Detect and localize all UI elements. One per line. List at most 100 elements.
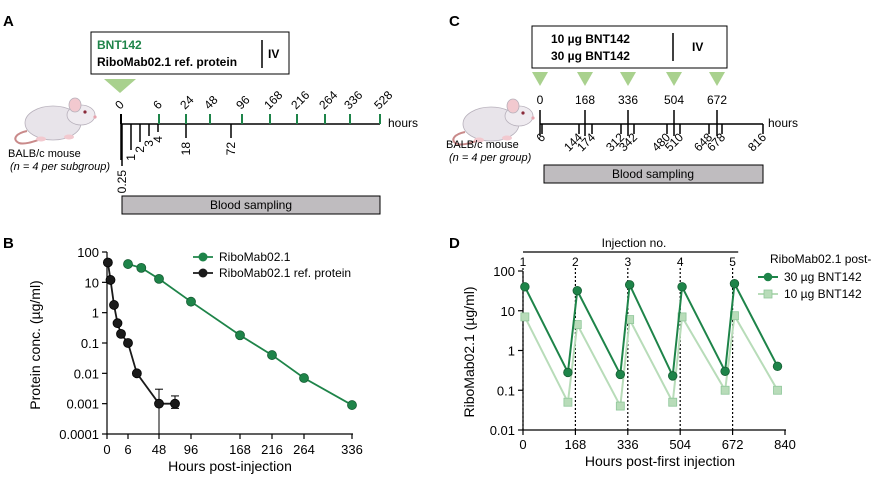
- chart-d-x-axis-label: Hours post-first injection: [585, 453, 735, 469]
- panel-a-top-tick-label-216: 216: [288, 88, 312, 112]
- chart-d-legend-title: RiboMab02.1 post-: [770, 252, 871, 266]
- chart-d-point-0-4: [624, 280, 635, 290]
- panel-c-blood-sampling-text: Blood sampling: [612, 167, 694, 181]
- chart-d-y-tick-label-2: 1: [508, 344, 515, 359]
- chart-b-legend-marker-0: [198, 252, 208, 262]
- chart-b-point-0-2: [154, 273, 164, 284]
- chart-b-y-axis-label: Protein conc. (µg/ml): [27, 280, 43, 409]
- chart-b-legend-label-0: RiboMab02.1: [219, 250, 291, 264]
- chart-b-point-1-5: [123, 338, 133, 348]
- panel-a-top-tick-label-0: 0: [112, 97, 127, 112]
- panel-a-bottom-tick-label-18: 18: [179, 142, 193, 156]
- chart-b-point-0-1: [136, 262, 147, 273]
- chart-d-legend-label-0: 30 µg BNT142: [784, 270, 862, 284]
- panel-c-bottom-tick-label-6: 6: [533, 130, 548, 145]
- chart-b-point-1-3: [112, 318, 123, 329]
- chart-d-y-tick-label-3: 0.1: [497, 383, 515, 398]
- chart-d-point-0-9: [772, 361, 783, 372]
- chart-b-point-0-5: [267, 350, 277, 360]
- panel-a-bottom-tick-label-1: 1: [124, 154, 138, 161]
- chart-b-y-tick-label-3: 0.1: [81, 336, 99, 351]
- panel-a-bottom-tick-label-72: 72: [224, 142, 238, 156]
- panel-a-top-tick-label-168: 168: [261, 88, 285, 112]
- chart-b-x-tick-label-0: 0: [103, 442, 110, 457]
- panel-a: A BNT142 RiboMab02.1 ref. protein IV BAL…: [3, 13, 418, 215]
- chart-d-injection-label-5: 5: [729, 255, 736, 269]
- panel-a-blood-sampling-bar: [121, 195, 381, 215]
- chart-d-injection-label-4: 4: [677, 255, 684, 269]
- panel-c-mouse-label: BALB/c mouse: [446, 139, 519, 151]
- chart-d-point-0-5: [668, 371, 678, 381]
- chart-b-point-0-0: [123, 259, 133, 269]
- panel-a-top-tick-label-336: 336: [341, 88, 365, 112]
- chart-b-x-axis-label: Hours post-injection: [168, 458, 292, 474]
- panel-a-top-tick-label-96: 96: [233, 93, 253, 113]
- chart-d-injection-label-1: 1: [520, 255, 527, 269]
- panel-a-label: A: [3, 13, 14, 30]
- panel-a-blood-sampling-text: Blood sampling: [210, 198, 292, 212]
- panel-c-legend-box: [531, 25, 728, 69]
- chart-d-point-1-5: [668, 397, 678, 407]
- panel-c-injection-triangle-2: [577, 72, 593, 86]
- panel-a-injection-triangle: [104, 79, 136, 93]
- chart-b-x-tick-label-6: 264: [293, 442, 315, 457]
- panel-b-label: B: [3, 235, 14, 252]
- chart-d-point-1-3: [615, 401, 625, 411]
- chart-d-point-1-9: [773, 385, 782, 395]
- chart-d-point-0-3: [615, 369, 626, 380]
- chart-b-point-1-6: [131, 368, 142, 379]
- chart-b-point-1-0: [102, 257, 113, 268]
- chart-d-point-0-0: [520, 282, 530, 292]
- chart-b-legend-label-1: RiboMab02.1 ref. protein: [219, 266, 351, 280]
- panel-c-blood-sampling-bar: [543, 164, 764, 184]
- chart-d-legend-marker-1: [763, 289, 773, 299]
- chart-d-point-1-7: [720, 385, 730, 395]
- chart-d-legend-label-1: 10 µg BNT142: [784, 287, 862, 301]
- panel-c-mouse-sub: (n = 4 per group): [449, 152, 532, 164]
- chart-b-x-tick-label-4: 168: [229, 442, 251, 457]
- panel-a-bottom-tick-label-3: 3: [142, 140, 156, 147]
- chart-b-y-tick-label-6: 0.0001: [59, 427, 99, 442]
- chart-b-x-tick-label-5: 216: [261, 442, 283, 457]
- panel-c-label: C: [449, 13, 460, 30]
- mouse-icon-a: [14, 97, 98, 145]
- panel-a-route: IV: [268, 47, 279, 61]
- panel-c-top-tick-label-504: 504: [664, 93, 684, 107]
- panel-c: C 10 µg BNT142 30 µg BNT142 IV BALB/c mo…: [446, 13, 798, 184]
- mouse-icon-c: [452, 98, 536, 146]
- panel-a-top-tick-label-24: 24: [177, 93, 197, 113]
- panel-c-bottom-tick-label-816: 816: [745, 130, 769, 154]
- chart-b-y-tick-label-5: 0.001: [66, 397, 99, 412]
- chart-d-legend-marker-0: [763, 272, 773, 282]
- panel-c-top-tick-label-336: 336: [618, 93, 638, 107]
- chart-b-point-1-7: [154, 398, 164, 409]
- chart-d-x-tick-label-0: 0: [519, 437, 526, 452]
- chart-d-series-line-0: [523, 280, 779, 380]
- panel-a-legend-box: [90, 31, 290, 75]
- chart-b-y-tick-label-2: 1: [92, 306, 99, 321]
- panel-c-injection-triangle-1: [532, 72, 548, 86]
- chart-b-legend-marker-1: [198, 268, 208, 278]
- chart-b-point-1-1: [105, 275, 116, 285]
- panel-a-bottom-tick-label-4: 4: [151, 136, 165, 143]
- panel-d-label: D: [449, 235, 460, 252]
- panel-c-injection-triangle-3: [620, 72, 636, 86]
- chart-d-y-tick-label-1: 10: [501, 304, 515, 319]
- chart-b-x-tick-label-3: 96: [184, 442, 198, 457]
- panel-b: B 100 10 1 0.1 0.01 0.001 0.0001 0 6 48 96 168 216 26…: [3, 235, 363, 474]
- panel-c-injection-triangle-4: [666, 72, 682, 86]
- chart-b-point-1-8: [170, 398, 180, 409]
- panel-a-legend-ref: RiboMab02.1 ref. protein: [97, 55, 237, 69]
- panel-a-legend-bnt142: BNT142: [97, 38, 142, 52]
- chart-d-x-tick-label-2: 336: [617, 437, 639, 452]
- chart-b-y-tick-label-0: 100: [77, 245, 99, 260]
- panel-c-route: IV: [692, 40, 703, 54]
- panel-c-top-tick-label-672: 672: [707, 93, 727, 107]
- panel-a-bottom-tick-label-2: 2: [133, 146, 147, 153]
- chart-d-series-line-1: [523, 312, 779, 410]
- chart-d-y-tick-label-4: 0.01: [490, 423, 515, 438]
- chart-b-x-tick-label-1: 6: [124, 442, 131, 457]
- panel-a-hours-label: hours: [388, 116, 418, 130]
